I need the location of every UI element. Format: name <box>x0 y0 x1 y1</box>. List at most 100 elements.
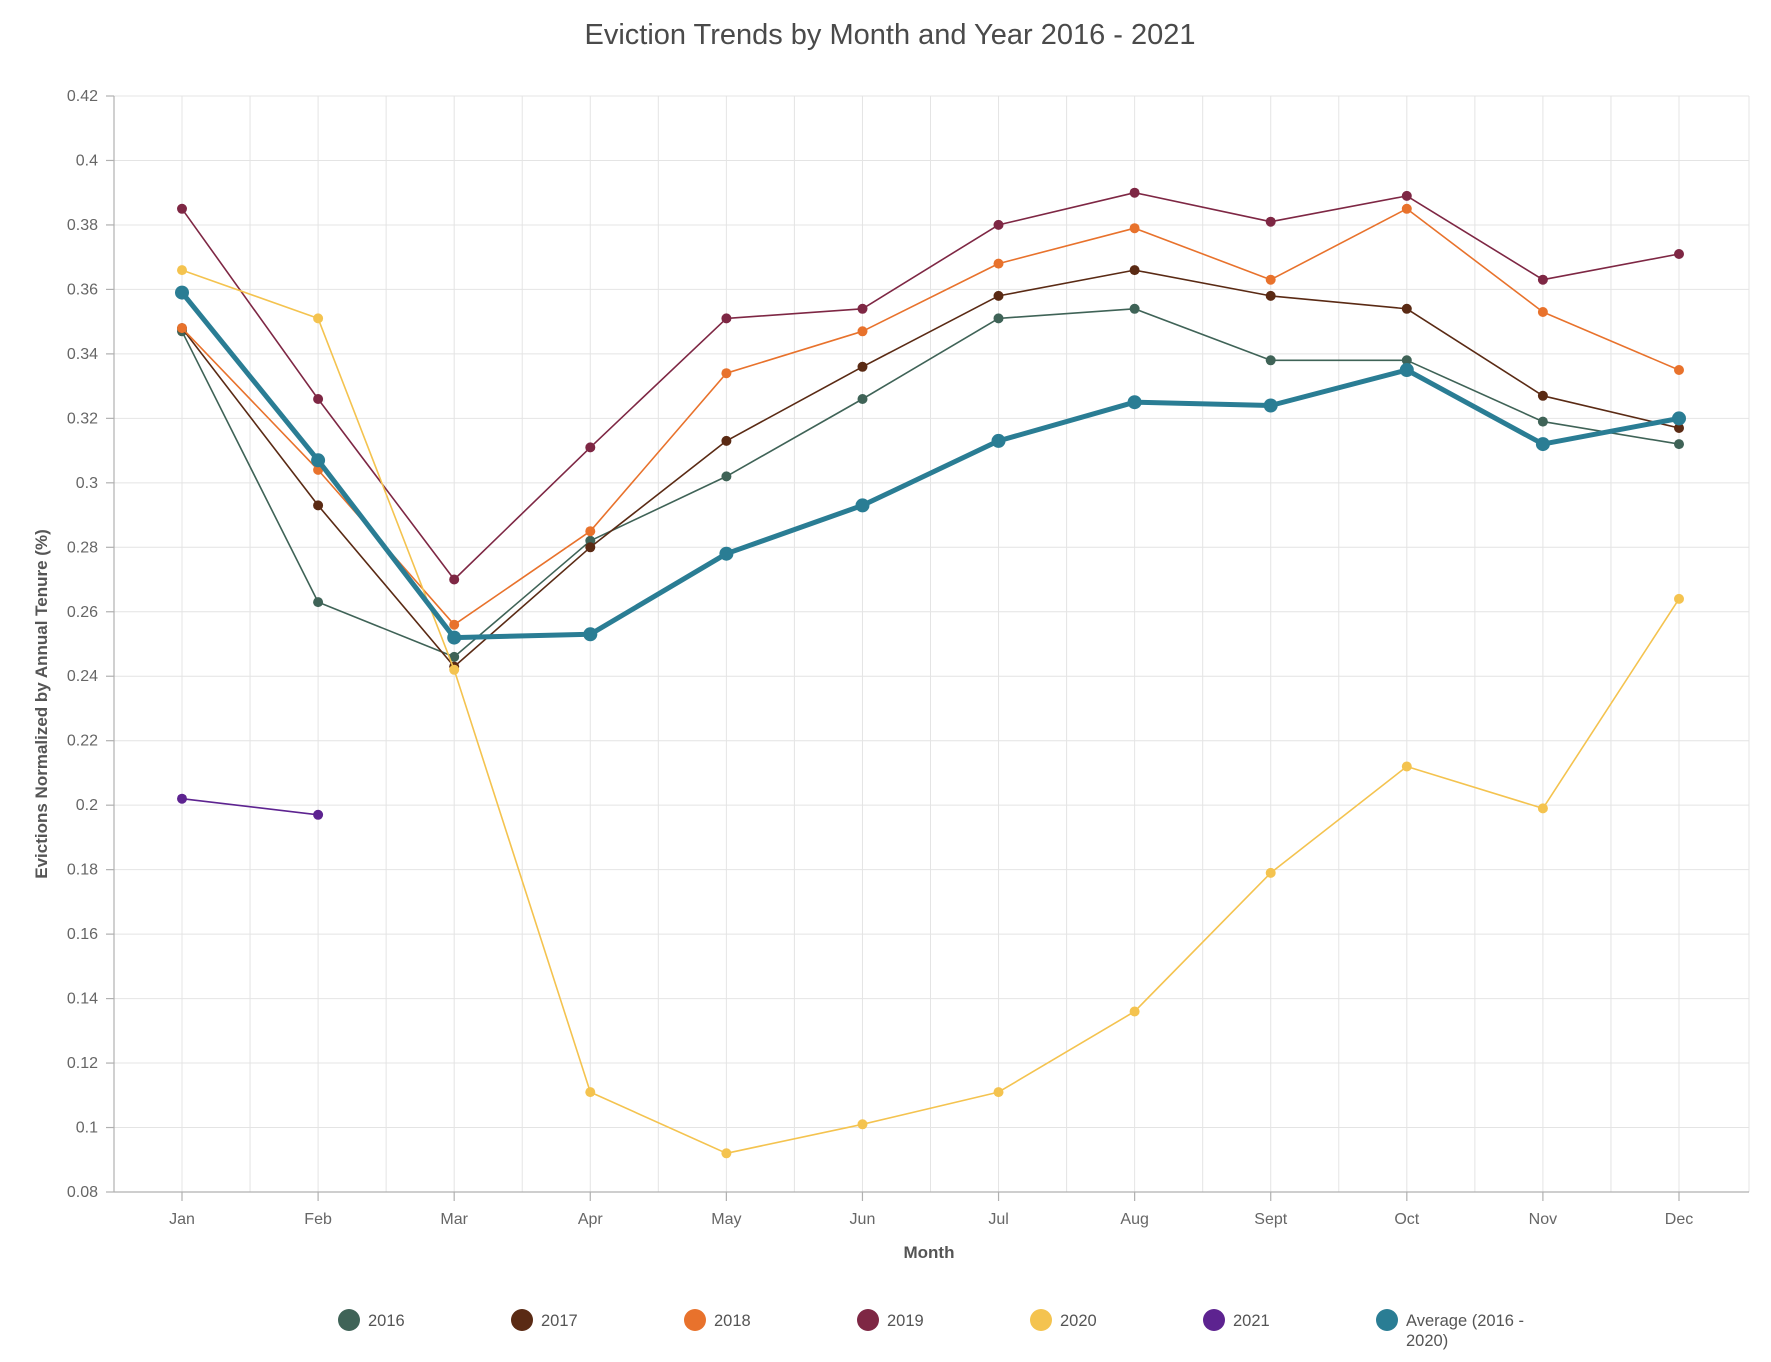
data-point[interactable] <box>1401 355 1412 366</box>
y-tick-label: 0.26 <box>67 604 98 621</box>
data-point[interactable] <box>1265 274 1276 285</box>
data-point[interactable] <box>1401 761 1412 772</box>
data-point[interactable] <box>993 1087 1004 1098</box>
data-point[interactable] <box>991 433 1006 448</box>
data-point[interactable] <box>313 597 324 608</box>
legend: 2016 2017 2018 2019 2020 2021 Average (2016 - 2… <box>338 1309 1524 1350</box>
data-point[interactable] <box>1674 593 1684 604</box>
legend-label: 2021 <box>1233 1312 1270 1330</box>
legend-item[interactable]: 2017 <box>511 1309 578 1331</box>
data-point[interactable] <box>1265 355 1276 366</box>
data-point[interactable] <box>1401 303 1412 314</box>
legend-item[interactable]: 2016 <box>338 1309 405 1331</box>
y-tick-label: 0.08 <box>67 1184 98 1201</box>
data-point[interactable] <box>1265 867 1276 878</box>
data-point[interactable] <box>311 453 326 468</box>
data-point[interactable] <box>449 619 460 630</box>
data-point[interactable] <box>585 442 596 453</box>
data-point[interactable] <box>447 630 462 645</box>
data-point[interactable] <box>313 313 324 324</box>
data-point[interactable] <box>313 809 324 820</box>
data-point[interactable] <box>857 361 868 372</box>
y-tick-label: 0.42 <box>67 88 98 105</box>
data-point[interactable] <box>1537 390 1548 401</box>
x-tick-label: Sept <box>1254 1211 1287 1228</box>
x-tick-label: Apr <box>578 1211 604 1228</box>
legend-item[interactable]: 2020 <box>1030 1309 1097 1331</box>
data-point[interactable] <box>857 326 868 337</box>
y-tick-label: 0.1 <box>76 1120 98 1137</box>
data-point[interactable] <box>1129 187 1140 198</box>
data-point[interactable] <box>1535 437 1550 452</box>
data-point[interactable] <box>449 574 460 585</box>
data-point[interactable] <box>721 471 732 482</box>
data-point[interactable] <box>1265 290 1276 301</box>
data-point[interactable] <box>1537 307 1548 317</box>
y-tick-label: 0.38 <box>67 217 98 234</box>
data-point[interactable] <box>1401 190 1412 201</box>
data-point[interactable] <box>449 664 460 675</box>
data-point[interactable] <box>1127 395 1142 410</box>
legend-swatch <box>684 1309 706 1331</box>
data-point[interactable] <box>857 394 868 404</box>
series-2017 <box>177 265 1684 672</box>
data-point[interactable] <box>721 368 732 379</box>
data-point[interactable] <box>1537 274 1548 285</box>
data-point[interactable] <box>585 1087 596 1098</box>
data-point[interactable] <box>719 546 734 561</box>
legend-item[interactable]: Average (2016 - 2020) <box>1376 1309 1524 1350</box>
data-point[interactable] <box>585 542 596 553</box>
data-point[interactable] <box>993 290 1004 301</box>
chart-title: Eviction Trends by Month and Year 2016 -… <box>584 19 1195 51</box>
data-point[interactable] <box>177 265 187 276</box>
legend-label-line: Average (2016 - <box>1406 1312 1524 1330</box>
series-line <box>179 290 1682 641</box>
legend-swatch <box>857 1309 879 1331</box>
data-point[interactable] <box>1129 265 1140 276</box>
data-point[interactable] <box>721 435 732 446</box>
data-point[interactable] <box>1674 365 1684 375</box>
data-point[interactable] <box>177 793 187 804</box>
data-point[interactable] <box>449 651 460 662</box>
data-point[interactable] <box>1263 398 1278 413</box>
legend-item[interactable]: 2019 <box>857 1309 924 1331</box>
data-point[interactable] <box>1129 223 1140 234</box>
data-point[interactable] <box>177 203 187 214</box>
data-point[interactable] <box>1265 216 1276 227</box>
data-point[interactable] <box>855 498 870 513</box>
data-point[interactable] <box>313 394 324 404</box>
data-point[interactable] <box>1537 803 1548 814</box>
data-point[interactable] <box>1129 1006 1140 1017</box>
data-point[interactable] <box>1674 439 1684 450</box>
data-point[interactable] <box>1674 249 1684 259</box>
y-tick-label: 0.34 <box>67 346 98 363</box>
series-line <box>181 208 1680 626</box>
data-point[interactable] <box>313 500 324 511</box>
data-point[interactable] <box>1129 303 1140 314</box>
data-point[interactable] <box>1537 416 1548 427</box>
data-point[interactable] <box>993 219 1004 230</box>
data-point[interactable] <box>175 285 189 300</box>
data-point[interactable] <box>993 258 1004 269</box>
data-point[interactable] <box>721 313 732 324</box>
y-tick-label: 0.4 <box>76 152 98 169</box>
legend-label: Average (2016 - 2020) <box>1406 1312 1524 1350</box>
data-point[interactable] <box>1674 423 1684 433</box>
legend-item[interactable]: 2018 <box>684 1309 751 1331</box>
legend-label: 2018 <box>714 1312 751 1330</box>
data-point[interactable] <box>1399 363 1414 377</box>
series-2021 <box>177 793 324 820</box>
data-point[interactable] <box>993 313 1004 324</box>
legend-item[interactable]: 2021 <box>1203 1309 1270 1331</box>
data-point[interactable] <box>1672 411 1686 426</box>
legend-swatch <box>1376 1309 1398 1331</box>
data-point[interactable] <box>583 627 598 642</box>
data-point[interactable] <box>585 526 596 537</box>
data-point[interactable] <box>1401 203 1412 214</box>
data-point[interactable] <box>857 303 868 314</box>
x-tick-label: Jan <box>169 1211 195 1228</box>
data-point[interactable] <box>177 323 187 334</box>
data-point[interactable] <box>857 1119 868 1130</box>
data-point[interactable] <box>721 1148 732 1159</box>
